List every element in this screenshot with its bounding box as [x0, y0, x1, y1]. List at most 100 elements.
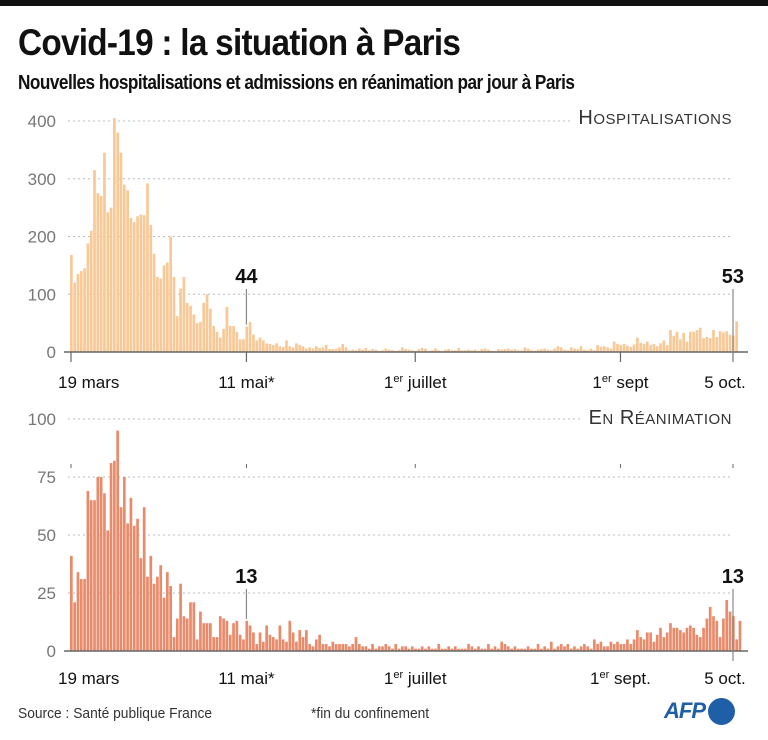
rea-bar [185, 618, 189, 651]
rea-bar [311, 646, 315, 651]
rea-bar [361, 646, 364, 651]
hosp-bar [520, 350, 523, 352]
hosp-bar [301, 346, 305, 352]
hosp-bar [500, 349, 503, 352]
rea-bar [665, 632, 669, 651]
hosp-bar [172, 276, 176, 352]
hosp-bar [483, 348, 487, 352]
hosp-bar [341, 343, 345, 352]
rea-bar [136, 518, 139, 651]
rea-bar [645, 632, 649, 651]
rea-bar [546, 648, 550, 651]
annotation-label: 44 [235, 266, 258, 288]
rea-bar [261, 641, 265, 651]
rea-bar [467, 644, 470, 651]
y-tick-label: 75 [37, 468, 56, 487]
hosp-bar [248, 321, 252, 352]
hosp-bar [672, 335, 676, 352]
afp-logo: AFP [664, 697, 735, 725]
hosp-bar [225, 306, 229, 352]
rea-bar [659, 627, 662, 651]
x-tick-label: 11 mai* [218, 669, 275, 688]
hosp-bar [218, 337, 222, 352]
hosp-bar [735, 321, 739, 352]
hosp-bar [334, 348, 338, 352]
rea-bar [271, 637, 275, 651]
hosp-bar [487, 349, 490, 352]
hosp-bar [391, 350, 394, 352]
rea-bar [649, 632, 652, 651]
hosp-bar [271, 345, 275, 352]
rea-bar [695, 634, 699, 651]
rea-bar [139, 558, 143, 651]
rea-bar [73, 602, 77, 651]
rea-bar [712, 616, 715, 651]
hosp-bar [202, 302, 206, 352]
hosp-bar [420, 347, 424, 352]
rea-bar [179, 583, 182, 651]
hosp-bar [692, 331, 695, 352]
rea-bar [477, 646, 480, 651]
rea-bar [540, 648, 543, 651]
hosp-bar [589, 348, 593, 352]
x-tick-label: 1er sept. [590, 669, 651, 688]
hosp-bar [543, 348, 547, 352]
hosp-bar [636, 337, 639, 352]
hosp-bar [232, 326, 235, 352]
hosp-bar [371, 349, 374, 352]
rea-bar [596, 644, 599, 651]
rea-bar [377, 646, 381, 651]
rea-bar [626, 639, 629, 651]
afp-logo-text: AFP [664, 698, 706, 723]
hosp-bar [189, 305, 192, 352]
rea-bar [295, 641, 298, 651]
rea-bar [705, 618, 709, 651]
rea-bar [480, 648, 484, 651]
hosp-bar [659, 343, 662, 352]
hosp-bar [159, 278, 163, 352]
rea-bar [255, 644, 259, 651]
hosp-bar [285, 340, 288, 352]
hosp-bar [86, 243, 90, 352]
rea-bar [341, 644, 345, 651]
rea-bar [301, 637, 305, 651]
hosp-bar [404, 349, 408, 352]
rea-bar [268, 634, 272, 651]
annotation-label: 53 [722, 266, 744, 288]
hosp-bar [106, 212, 110, 352]
rea-bar [99, 477, 103, 651]
hosp-bar [573, 348, 576, 352]
hosp-bar [79, 271, 83, 352]
rea-bar [530, 648, 533, 651]
title-bg [582, 402, 734, 428]
rea-bar [305, 630, 308, 651]
hosp-bar [192, 314, 196, 352]
hosp-bar [632, 344, 636, 352]
rea-bar [708, 606, 712, 651]
rea-bar [222, 618, 225, 651]
rea-bar [103, 493, 106, 651]
rea-bar [639, 637, 643, 651]
rea-bar [202, 623, 206, 651]
hosp-bar [496, 349, 500, 352]
rea-bar [404, 646, 408, 651]
hosp-bar [288, 346, 292, 352]
hosp-bar [559, 347, 563, 352]
hosp-bar [308, 347, 312, 352]
hosp-bar [387, 349, 391, 352]
rea-bar [156, 576, 159, 651]
rea-bar [324, 644, 328, 651]
hosp-bar [718, 331, 722, 352]
rea-bar [394, 644, 398, 651]
rea-bar [159, 565, 163, 651]
afp-logo-dot-icon [708, 697, 735, 725]
hosp-bar [136, 216, 139, 352]
hosp-bar [506, 348, 510, 352]
source-note: Source : Santé publique France [18, 705, 213, 722]
rea-bar [275, 639, 278, 651]
hosp-bar [622, 343, 626, 352]
rea-bar [238, 634, 242, 651]
hosp-bar [205, 294, 209, 352]
hosp-bar [397, 350, 401, 352]
rea-bar [692, 627, 695, 651]
